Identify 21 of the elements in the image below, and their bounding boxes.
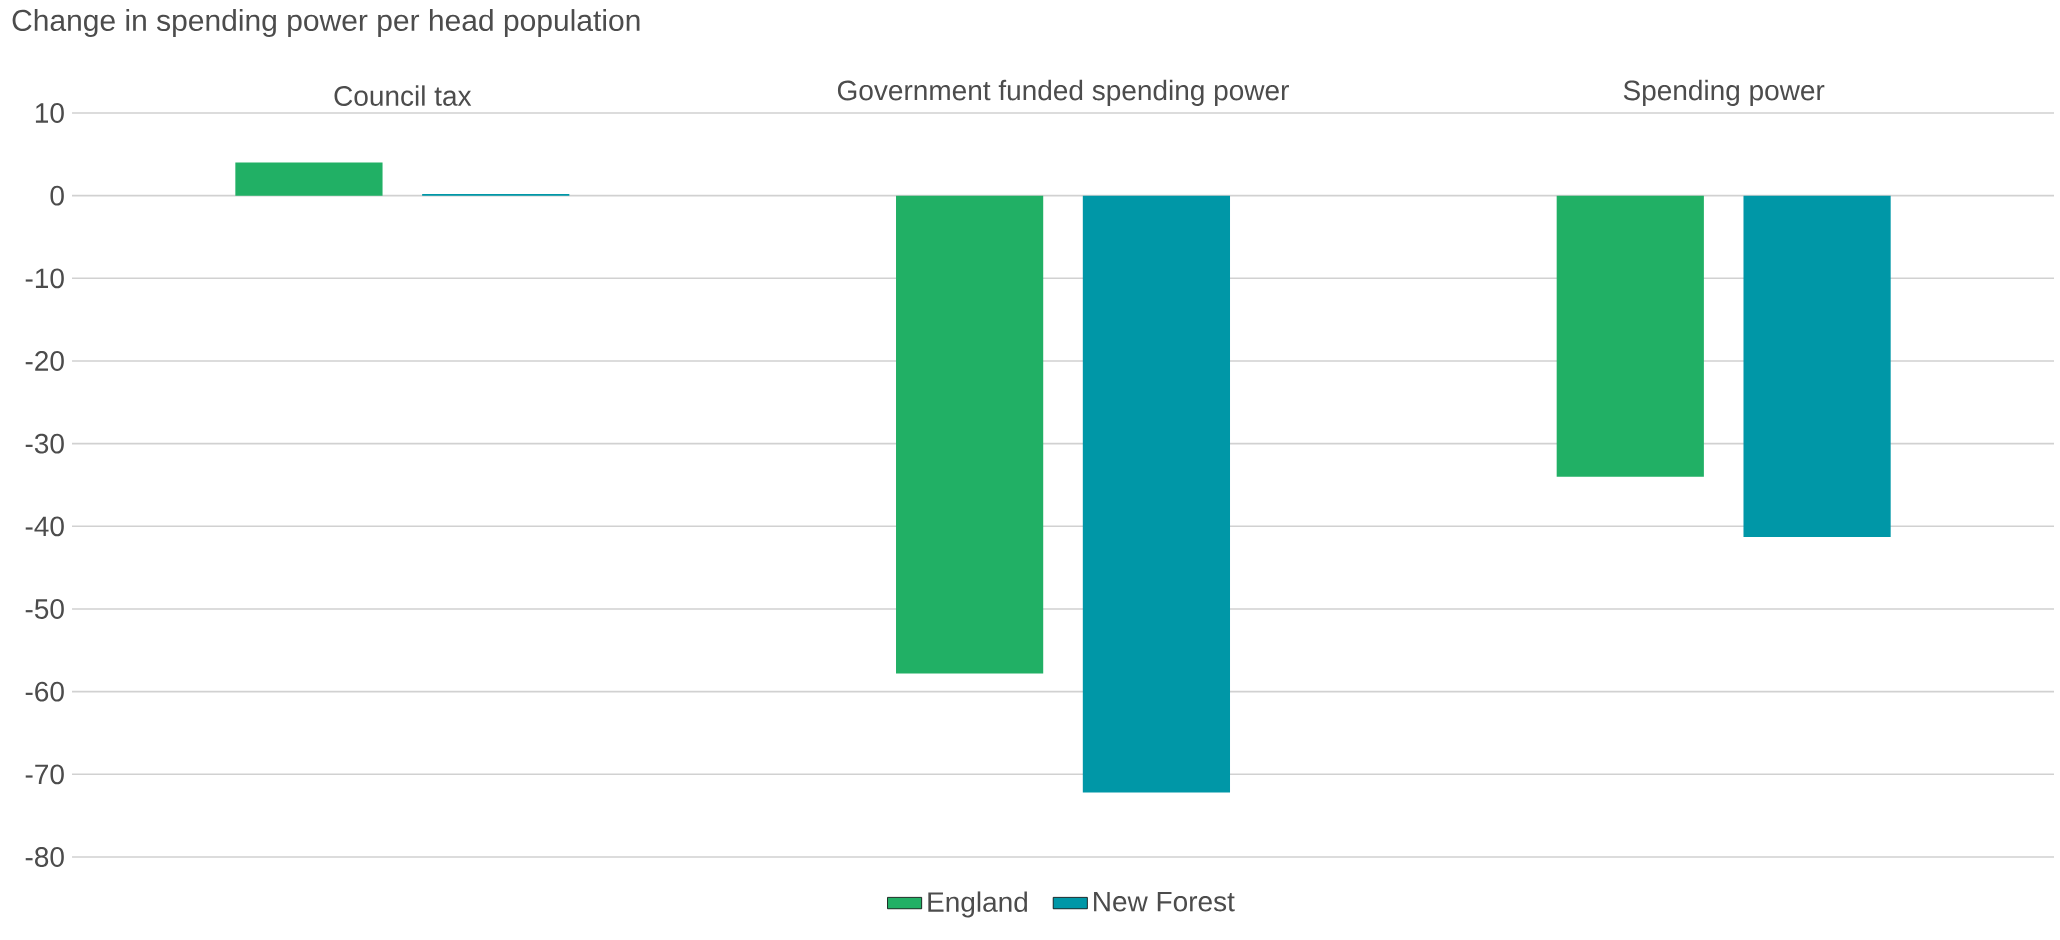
y-tick-label: -50 [25,599,64,619]
y-tick-label: -10 [25,268,64,289]
y-tick-label: 0 [50,185,64,206]
y-tick-label: -40 [25,516,64,537]
y-tick-label: -70 [25,764,64,785]
bar [235,162,383,196]
y-tick-label: 10 [35,103,64,123]
bar [896,195,1044,674]
y-tick-label: -60 [25,681,64,702]
chart-title: Change in spending power per head population [12,9,640,37]
legend-label: England [928,891,1027,918]
x-tick-label: Government funded spending power [837,79,1289,106]
x-tick-label: Spending power [1623,79,1825,106]
legend-label: New Forest [1094,891,1235,912]
y-tick-label: -30 [25,433,64,454]
bar [1743,195,1891,538]
y-tick-label: -80 [25,847,64,867]
x-tick-label: Council tax [334,85,472,106]
bar [1082,195,1231,793]
y-tick-label: -20 [25,351,64,371]
bar [1556,195,1704,477]
